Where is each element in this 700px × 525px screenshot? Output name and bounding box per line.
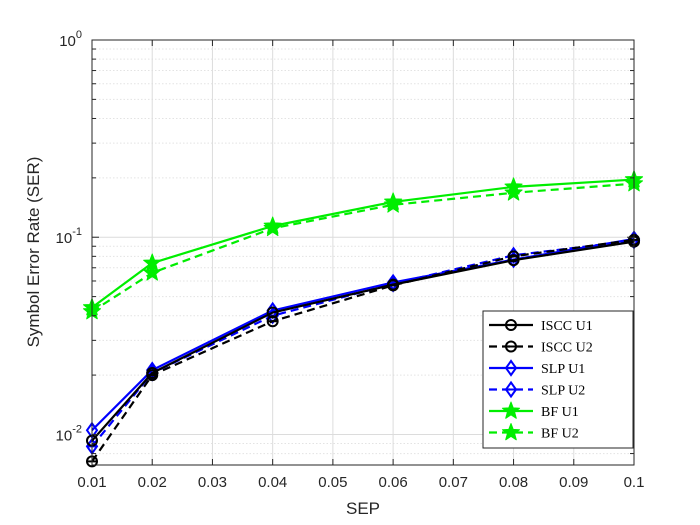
marker-circle [507, 254, 520, 267]
series-marker [146, 369, 159, 382]
legend-label: SLP U1 [541, 362, 585, 377]
x-axis-label: SEP [346, 499, 380, 518]
series-marker [387, 279, 400, 292]
marker-diamond [504, 380, 518, 399]
series-marker [507, 250, 520, 263]
legend-label: ISCC U1 [541, 319, 593, 334]
series-marker [505, 340, 517, 353]
x-tick-label: 0.01 [77, 474, 106, 491]
series-marker [504, 359, 518, 377]
series-marker [501, 401, 521, 419]
y-tick-label: 100 [59, 29, 82, 50]
legend-label: BF U2 [541, 427, 579, 442]
series-marker [384, 195, 403, 213]
x-tick-label: 0.04 [258, 474, 287, 491]
series-layer [82, 170, 644, 468]
axis-ticks: 0.01 0.02 0.03 0.04 0.05 0.06 0.07 0.08 0.09 0.1 1… [56, 29, 645, 491]
legend-entry: BF U2 [489, 423, 579, 442]
series-marker [266, 315, 279, 328]
y-axis-label: Symbol Error Rate (SER) [24, 157, 43, 348]
x-tick-label: 0.02 [138, 474, 167, 491]
marker-star [501, 401, 521, 419]
series-line [91, 240, 635, 442]
marker-star [501, 423, 521, 441]
series-marker [501, 423, 521, 441]
plot-frame [91, 39, 635, 466]
series-marker [263, 218, 282, 237]
marker-star [263, 218, 282, 237]
series-marker [504, 380, 518, 399]
series-marker [504, 183, 523, 201]
marker-star [143, 263, 162, 281]
x-tick-label: 0.05 [318, 474, 347, 491]
legend-entry: ISCC U2 [489, 340, 593, 356]
legend-label: ISCC U2 [541, 341, 593, 356]
legend: ISCC U1 ISCC U2 SLP U1 SLP U2 BF U1 BF U2 [482, 310, 634, 449]
series-marker [266, 306, 279, 319]
series-line [91, 178, 635, 309]
legend-entry: ISCC U1 [489, 319, 593, 334]
legend-entry: BF U1 [489, 401, 579, 420]
x-tick-label: 0.09 [559, 474, 588, 491]
x-tick-label: 0.1 [624, 474, 645, 491]
x-tick-label: 0.08 [499, 474, 528, 491]
legend-entry: SLP U1 [489, 359, 585, 377]
y-tick-label: 10-2 [56, 423, 82, 444]
legend-box [482, 310, 634, 449]
legend-entry: SLP U2 [489, 380, 585, 399]
x-tick-label: 0.03 [198, 474, 227, 491]
series-marker [507, 254, 520, 267]
marker-star [384, 195, 403, 213]
x-tick-label: 0.06 [379, 474, 408, 491]
legend-label: SLP U2 [541, 384, 585, 399]
series-marker [143, 263, 162, 281]
marker-star [504, 183, 523, 201]
y-tick-label: 10-1 [56, 226, 82, 247]
series-line [91, 182, 635, 313]
legend-label: BF U1 [541, 405, 579, 420]
marker-circle [505, 319, 517, 331]
x-tick-label: 0.07 [439, 474, 468, 491]
series-marker [505, 319, 517, 331]
series-line [91, 238, 635, 463]
marker-circle [266, 306, 279, 319]
marker-diamond [504, 359, 518, 377]
